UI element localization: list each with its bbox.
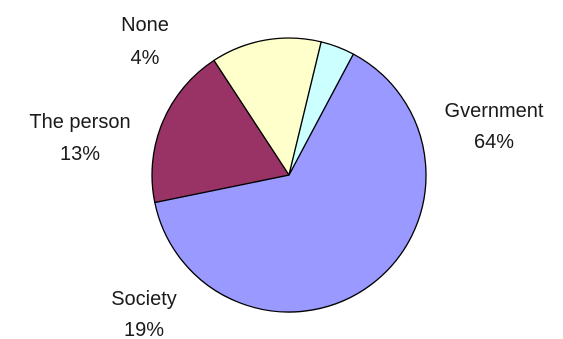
label-value-the-person: 13%: [60, 143, 100, 165]
slice-none: [288, 41, 354, 176]
pie-slices: [151, 37, 427, 313]
label-name-gvernment: Gvernment: [445, 100, 544, 122]
label-name-the-person: The person: [29, 111, 130, 133]
label-name-none: None: [121, 14, 169, 36]
slice-gvernment: [154, 53, 427, 313]
slice-the-person: [213, 37, 322, 176]
label-value-society: 19%: [124, 319, 164, 339]
pie-labels: Gvernment 64% Society 19% The person 13%…: [29, 14, 543, 339]
label-name-society: Society: [111, 288, 177, 310]
label-value-gvernment: 64%: [474, 131, 514, 153]
slice-society: [151, 59, 290, 204]
label-value-none: 4%: [131, 47, 160, 69]
